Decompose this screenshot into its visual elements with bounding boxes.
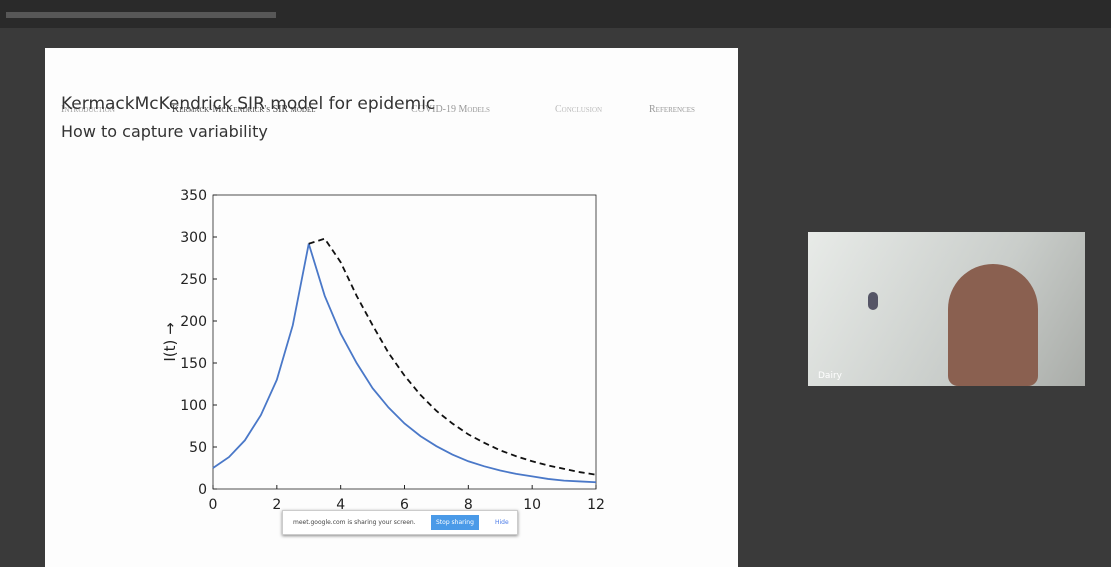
hide-button[interactable]: Hide [495, 519, 509, 526]
video-tile: Dairy [808, 232, 1085, 386]
plot-frame [213, 195, 596, 489]
screen: Introduction Kermack-McKendrick's SIR mo… [0, 0, 1111, 567]
x-tick-label: 0 [209, 497, 218, 513]
y-tick-label: 100 [180, 398, 207, 414]
y-tick-label: 200 [180, 314, 207, 330]
share-message: meet.google.com is sharing your screen. [293, 519, 416, 526]
y-tick-label: 150 [180, 356, 207, 372]
x-tick-label: 12 [587, 497, 605, 513]
x-tick-label: 10 [523, 497, 541, 513]
share-bar: meet.google.com is sharing your screen. … [282, 510, 518, 535]
x-tick-label: 2 [272, 497, 281, 513]
y-tick-label: 0 [198, 482, 207, 498]
y-axis-label: I(t) → [161, 322, 179, 361]
y-tick-label: 50 [189, 440, 207, 456]
stop-sharing-button[interactable]: Stop sharing [431, 515, 479, 530]
participant-name: Dairy [818, 371, 842, 381]
y-tick-label: 250 [180, 272, 207, 288]
y-tick-label: 300 [180, 230, 207, 246]
person [948, 264, 1038, 386]
y-tick-label: 350 [180, 188, 207, 204]
wall-object [868, 292, 878, 310]
line [213, 244, 596, 483]
line [309, 239, 596, 475]
